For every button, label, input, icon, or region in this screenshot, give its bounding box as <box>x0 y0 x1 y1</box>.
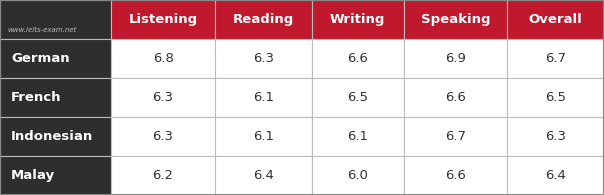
Bar <box>0 0 111 39</box>
Bar <box>403 156 507 195</box>
Bar <box>0 39 111 78</box>
Bar <box>312 117 403 156</box>
Bar <box>215 39 312 78</box>
Text: 6.5: 6.5 <box>347 91 368 104</box>
Bar <box>403 78 507 117</box>
Text: 6.7: 6.7 <box>445 130 466 143</box>
Text: 6.6: 6.6 <box>445 91 466 104</box>
Bar <box>312 39 403 78</box>
Bar <box>403 39 507 78</box>
Text: Indonesian: Indonesian <box>11 130 94 143</box>
Bar <box>507 117 604 156</box>
Bar <box>215 117 312 156</box>
Bar <box>312 0 403 39</box>
Text: 6.6: 6.6 <box>347 52 368 65</box>
Text: 6.7: 6.7 <box>545 52 566 65</box>
Text: www.ielts-exam.net: www.ielts-exam.net <box>8 27 77 33</box>
Text: 6.1: 6.1 <box>253 130 274 143</box>
Bar <box>0 117 111 156</box>
Bar <box>111 0 215 39</box>
Text: Reading: Reading <box>233 13 294 26</box>
Bar <box>111 117 215 156</box>
Text: Speaking: Speaking <box>420 13 490 26</box>
Bar <box>312 156 403 195</box>
Text: 6.8: 6.8 <box>153 52 173 65</box>
Text: Listening: Listening <box>129 13 198 26</box>
Bar <box>215 78 312 117</box>
Bar <box>111 78 215 117</box>
Text: 6.1: 6.1 <box>253 91 274 104</box>
Text: 6.0: 6.0 <box>347 169 368 182</box>
Text: 6.6: 6.6 <box>445 169 466 182</box>
Bar <box>0 156 111 195</box>
Text: Writing: Writing <box>330 13 385 26</box>
Text: 6.1: 6.1 <box>347 130 368 143</box>
Text: 6.4: 6.4 <box>545 169 566 182</box>
Text: 6.2: 6.2 <box>153 169 173 182</box>
Text: 6.3: 6.3 <box>153 130 173 143</box>
Bar <box>507 0 604 39</box>
Bar <box>111 156 215 195</box>
Bar <box>507 78 604 117</box>
Text: 6.3: 6.3 <box>153 91 173 104</box>
Text: 6.9: 6.9 <box>445 52 466 65</box>
Text: German: German <box>11 52 69 65</box>
Text: Overall: Overall <box>528 13 582 26</box>
Bar <box>215 0 312 39</box>
Text: 6.5: 6.5 <box>545 91 566 104</box>
Bar <box>111 39 215 78</box>
Bar <box>0 78 111 117</box>
Text: 6.3: 6.3 <box>253 52 274 65</box>
Bar <box>312 78 403 117</box>
Text: 6.4: 6.4 <box>253 169 274 182</box>
Bar <box>403 117 507 156</box>
Text: French: French <box>11 91 62 104</box>
Bar <box>507 156 604 195</box>
Text: Malay: Malay <box>11 169 55 182</box>
Text: 6.3: 6.3 <box>545 130 566 143</box>
Bar <box>403 0 507 39</box>
Bar <box>507 39 604 78</box>
Bar <box>215 156 312 195</box>
